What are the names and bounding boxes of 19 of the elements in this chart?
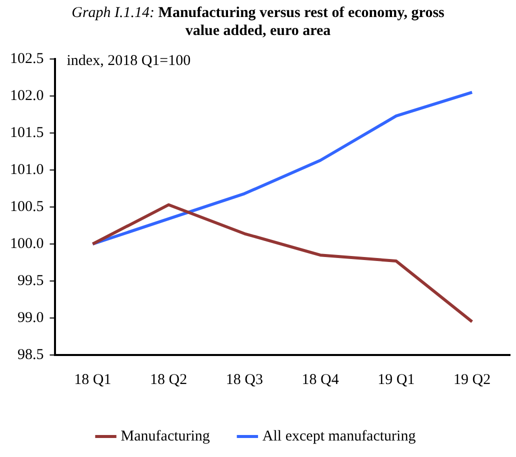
legend-label: Manufacturing: [120, 428, 210, 444]
y-tick-label: 102.5: [10, 50, 44, 67]
chart-title: Graph I.1.14: Manufacturing versus rest of economy, gross value added, euro area: [70, 4, 446, 41]
y-tick-label: 102.0: [10, 88, 44, 104]
x-tick-label: 19 Q2: [454, 372, 491, 388]
legend-label: All except manufacturing: [262, 428, 416, 444]
y-tick-label: 100.5: [10, 198, 44, 215]
y-tick-label: 99.5: [18, 272, 44, 289]
x-tick-label: 18 Q4: [302, 372, 340, 388]
y-tick-label: 98.5: [18, 346, 44, 363]
y-tick-label: 101.0: [10, 162, 44, 178]
x-tick-label: 19 Q1: [378, 372, 415, 388]
x-tick-label: 18 Q2: [150, 372, 188, 388]
x-tick-label: 18 Q3: [226, 372, 263, 388]
y-tick-label: 99.0: [18, 310, 44, 326]
y-tick-label: 100.0: [10, 236, 44, 252]
x-tick-label: 18 Q1: [74, 372, 112, 388]
y-tick-label: 101.5: [10, 124, 44, 141]
y-axis-title: index, 2018 Q1=100: [66, 52, 191, 69]
